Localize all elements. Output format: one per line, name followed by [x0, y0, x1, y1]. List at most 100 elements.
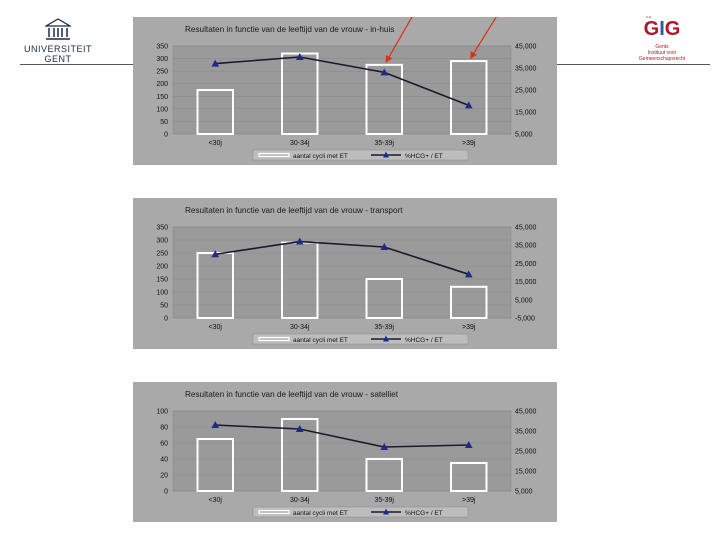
university-building-icon: [45, 18, 71, 40]
chart-svg-0: Resultaten in functie van de leeftijd va…: [133, 17, 557, 165]
university-city: GENT: [44, 54, 72, 64]
line-point-0: [211, 250, 220, 258]
annotation-arrow-1: [470, 17, 497, 60]
gig-mark-right: G: [664, 18, 681, 40]
bar-0: [196, 438, 234, 492]
y2-tick-label: 45,000: [515, 409, 537, 416]
chart-title: Resultaten in functie van de leeftijd va…: [185, 390, 399, 399]
line-point-0: [211, 59, 220, 67]
legend-bar-swatch: [258, 152, 290, 158]
line-point-2: [380, 68, 389, 76]
y-tick-label: 250: [156, 251, 168, 258]
legend-marker: [383, 151, 389, 158]
x-tick-label: >39j: [462, 324, 476, 331]
plot-area: [172, 410, 512, 492]
line-point-2: [380, 243, 389, 251]
y-tick-label: 100: [156, 290, 168, 297]
y2-tick-label: 15,000: [515, 469, 537, 476]
chart-title: Resultaten in functie van de leeftijd va…: [185, 25, 394, 34]
legend-bar-swatch: [258, 336, 290, 342]
gig-mark-mid: I: [659, 18, 665, 40]
bar-3: [450, 462, 488, 492]
line-point-1: [295, 237, 304, 245]
y2-tick-label: 25,000: [515, 88, 537, 95]
gig-sub-1: Gents: [655, 44, 669, 50]
y-tick-label: 0: [164, 132, 168, 139]
chart-svg-1: Resultaten in functie van de leeftijd va…: [133, 198, 557, 349]
y-tick-label: 100: [156, 409, 168, 416]
legend-bar-swatch: [258, 509, 290, 515]
y-tick-label: 350: [156, 225, 168, 232]
bar-2: [365, 63, 403, 136]
legend-box: [252, 506, 469, 518]
y2-tick-label: 45,000: [515, 44, 537, 51]
bar-3: [450, 60, 488, 135]
y-tick-label: 200: [156, 81, 168, 88]
line-point-0: [211, 421, 220, 428]
bar-2: [365, 458, 403, 492]
y-tick-label: 100: [156, 106, 168, 113]
x-tick-label: <30j: [209, 497, 223, 504]
line-point-3: [464, 270, 473, 278]
y-tick-label: 0: [164, 316, 168, 323]
series-line: [215, 240, 469, 276]
line-point-1: [295, 425, 304, 432]
y2-tick-label: 35,000: [515, 66, 537, 73]
y-tick-label: 150: [156, 277, 168, 284]
series-line: [215, 424, 469, 448]
bar-1: [281, 418, 319, 492]
x-tick-label: 35-39j: [375, 140, 395, 147]
y-tick-label: 80: [160, 425, 168, 432]
y-tick-label: 300: [156, 56, 168, 63]
y2-tick-label: 5,000: [515, 132, 533, 139]
y-tick-label: 350: [156, 44, 168, 51]
y2-tick-label: 35,000: [515, 243, 537, 250]
legend-marker: [383, 335, 389, 342]
y2-tick-label: 15,000: [515, 279, 537, 286]
y-tick-label: 50: [160, 303, 168, 310]
y-tick-label: 50: [160, 119, 168, 126]
legend-label-line: %HCG+ / ET: [405, 510, 443, 517]
y2-tick-label: -5,000: [515, 316, 535, 323]
x-tick-label: <30j: [209, 140, 223, 147]
y-tick-label: 20: [160, 473, 168, 480]
x-tick-label: <30j: [209, 324, 223, 331]
plot-area: [172, 226, 512, 319]
legend-box: [252, 149, 469, 161]
bar-0: [196, 89, 234, 135]
chart-svg-2: Resultaten in functie van de leeftijd va…: [133, 382, 557, 522]
university-name: UNIVERSITEIT: [23, 44, 92, 54]
line-point-3: [464, 441, 473, 448]
gig-mark: GIG: [638, 18, 686, 41]
x-tick-label: >39j: [462, 140, 476, 147]
y2-tick-label: 5,000: [515, 297, 533, 304]
y2-tick-label: 35,000: [515, 429, 537, 436]
x-tick-label: 30-34j: [290, 497, 310, 504]
legend-label-bars: aantal cycli met ET: [293, 510, 348, 517]
y2-tick-label: 25,000: [515, 261, 537, 268]
line-point-3: [464, 101, 473, 109]
gig-version-label: v.u.: [646, 14, 653, 19]
gig-sub-2: Instituut voor: [647, 50, 677, 56]
bar-2: [365, 278, 403, 319]
y-tick-label: 300: [156, 238, 168, 245]
x-tick-label: >39j: [462, 497, 476, 504]
ugent-logo: UNIVERSITEIT GENT: [22, 18, 94, 66]
y-tick-label: 200: [156, 264, 168, 271]
legend-label-bars: aantal cycli met ET: [293, 153, 348, 160]
gig-mark-left: G: [643, 18, 660, 40]
y-tick-label: 0: [164, 489, 168, 496]
x-tick-label: 30-34j: [290, 324, 310, 331]
x-tick-label: 35-39j: [375, 497, 395, 504]
legend-box: [252, 333, 469, 345]
y2-tick-label: 5,000: [515, 489, 533, 496]
gig-sub-3: Gemeenschapsrecht: [638, 56, 686, 62]
legend-label-line: %HCG+ / ET: [405, 153, 443, 160]
x-tick-label: 30-34j: [290, 140, 310, 147]
annotation-arrow-0: [385, 17, 413, 63]
series-line: [215, 56, 470, 107]
y2-tick-label: 15,000: [515, 110, 537, 117]
legend-label-line: %HCG+ / ET: [405, 337, 443, 344]
y2-tick-label: 25,000: [515, 449, 537, 456]
y-tick-label: 250: [156, 69, 168, 76]
